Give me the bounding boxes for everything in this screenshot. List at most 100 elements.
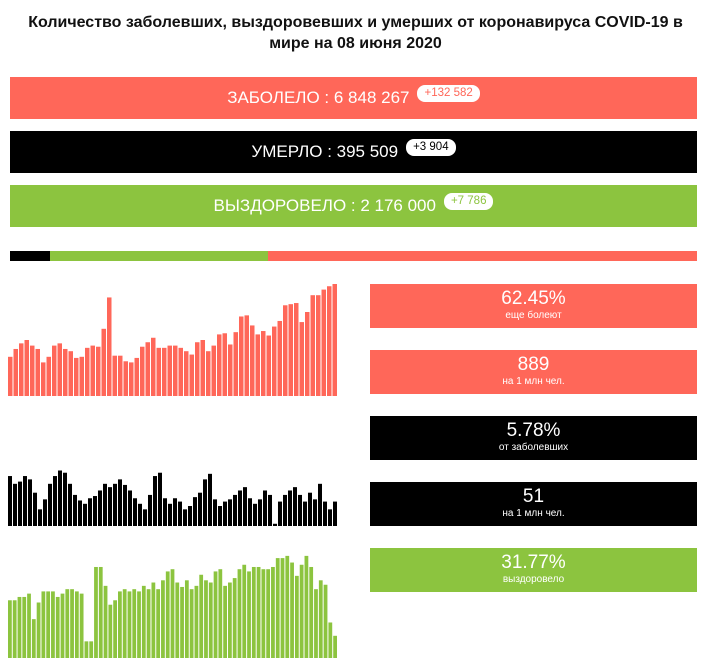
chart-bar — [318, 580, 323, 658]
chart-bar — [243, 487, 247, 526]
chart-bar — [128, 490, 132, 526]
chart-bar — [133, 498, 137, 526]
chart-bar — [299, 322, 304, 396]
chart-bar — [283, 305, 288, 396]
chart-bar — [122, 589, 127, 658]
chart-bar — [253, 503, 257, 526]
chart-bar — [248, 498, 252, 526]
recovered-summary-label: ВЫЗДОРОВЕЛО : 2 176 000 — [213, 196, 436, 215]
stat-caption: еще болеют — [505, 310, 562, 321]
chart-bar — [41, 362, 46, 396]
chart-bar — [323, 584, 328, 658]
chart-bar — [280, 558, 285, 658]
chart-bar — [167, 345, 172, 396]
chart-bar — [123, 484, 127, 526]
chart-bar — [137, 591, 141, 658]
chart-bar — [63, 348, 68, 396]
chart-bar — [173, 498, 177, 526]
chart-bar — [314, 589, 318, 658]
chart-bar — [203, 479, 207, 526]
chart-bar — [237, 569, 242, 658]
chart-bar — [305, 312, 310, 396]
chart-bar — [199, 574, 204, 658]
chart-bar — [333, 501, 337, 526]
chart-bar — [8, 600, 12, 658]
chart-bar — [178, 501, 182, 526]
chart-bar — [151, 337, 156, 396]
chart-bar — [73, 494, 77, 526]
chart-bar — [103, 585, 108, 658]
chart-bar — [94, 566, 98, 658]
cases-summary-bar: ЗАБОЛЕЛО : 6 848 267 +132 582 — [10, 77, 697, 119]
chart-bar — [218, 569, 223, 658]
chart-bar — [74, 357, 79, 396]
chart-bar — [30, 345, 35, 396]
page-title: Количество заболевших, выздоровевших и у… — [28, 14, 683, 52]
chart-bar — [208, 582, 213, 658]
stat-caption: выздоровело — [502, 574, 565, 585]
chart-bar — [321, 289, 326, 396]
chart-bar — [299, 564, 304, 658]
chart-bar — [213, 499, 217, 526]
chart-bar — [242, 564, 247, 658]
chart-bar — [70, 589, 74, 658]
chart-bar — [294, 303, 299, 396]
chart-bar — [327, 286, 332, 396]
chart-bar — [141, 585, 146, 658]
stat-value: 31.77% — [501, 552, 566, 573]
chart-bar — [103, 483, 107, 526]
recovered-delta-badge: +7 786 — [443, 192, 494, 210]
chart-bar — [13, 483, 17, 526]
chart-bar — [165, 571, 170, 658]
chart-bar — [74, 591, 79, 658]
recovered-daily-chart — [8, 555, 337, 658]
chart-bar — [118, 591, 122, 658]
chart-bar — [278, 501, 282, 526]
mortality-share-card: 5.78% от заболевших — [370, 416, 697, 460]
chart-bar — [251, 566, 256, 658]
chart-bar — [310, 295, 315, 396]
chart-bar — [223, 501, 227, 526]
chart-bar — [98, 566, 103, 658]
chart-bar — [180, 586, 184, 658]
share-segment-active — [267, 251, 697, 261]
chart-bar — [79, 356, 84, 396]
chart-bar — [118, 479, 122, 526]
chart-bar — [127, 591, 132, 658]
chart-bar — [313, 499, 317, 526]
chart-bar — [298, 494, 302, 526]
chart-bar — [175, 582, 180, 658]
stat-value: 5.78% — [506, 420, 561, 441]
chart-bar — [290, 562, 294, 658]
chart-bar — [323, 501, 327, 526]
chart-bar — [68, 483, 72, 526]
chart-bar — [22, 596, 27, 658]
chart-bar — [156, 589, 161, 658]
chart-bar — [41, 591, 46, 658]
chart-bar — [332, 284, 337, 396]
chart-bar — [308, 492, 312, 526]
chart-bar — [328, 622, 333, 658]
chart-bar — [239, 316, 244, 396]
chart-bar — [168, 503, 172, 526]
chart-bar — [108, 604, 113, 658]
stat-value: 889 — [517, 354, 550, 375]
chart-bar — [258, 499, 262, 526]
recovered-share-card: 31.77% выздоровело — [370, 548, 697, 592]
chart-bar — [134, 357, 139, 396]
chart-bar — [143, 509, 147, 526]
chart-bar — [213, 571, 218, 658]
chart-bar — [222, 333, 227, 396]
chart-bar — [96, 346, 101, 396]
chart-bar — [184, 351, 189, 396]
chart-bar — [228, 344, 233, 396]
chart-bar — [183, 509, 187, 526]
chart-bar — [31, 619, 36, 658]
chart-bar — [261, 569, 266, 658]
chart-bar — [65, 589, 70, 658]
chart-bar — [303, 501, 307, 526]
deaths-daily-chart — [8, 470, 337, 526]
chart-bar — [189, 589, 194, 658]
chart-bar — [268, 494, 272, 526]
chart-bar — [266, 569, 271, 658]
